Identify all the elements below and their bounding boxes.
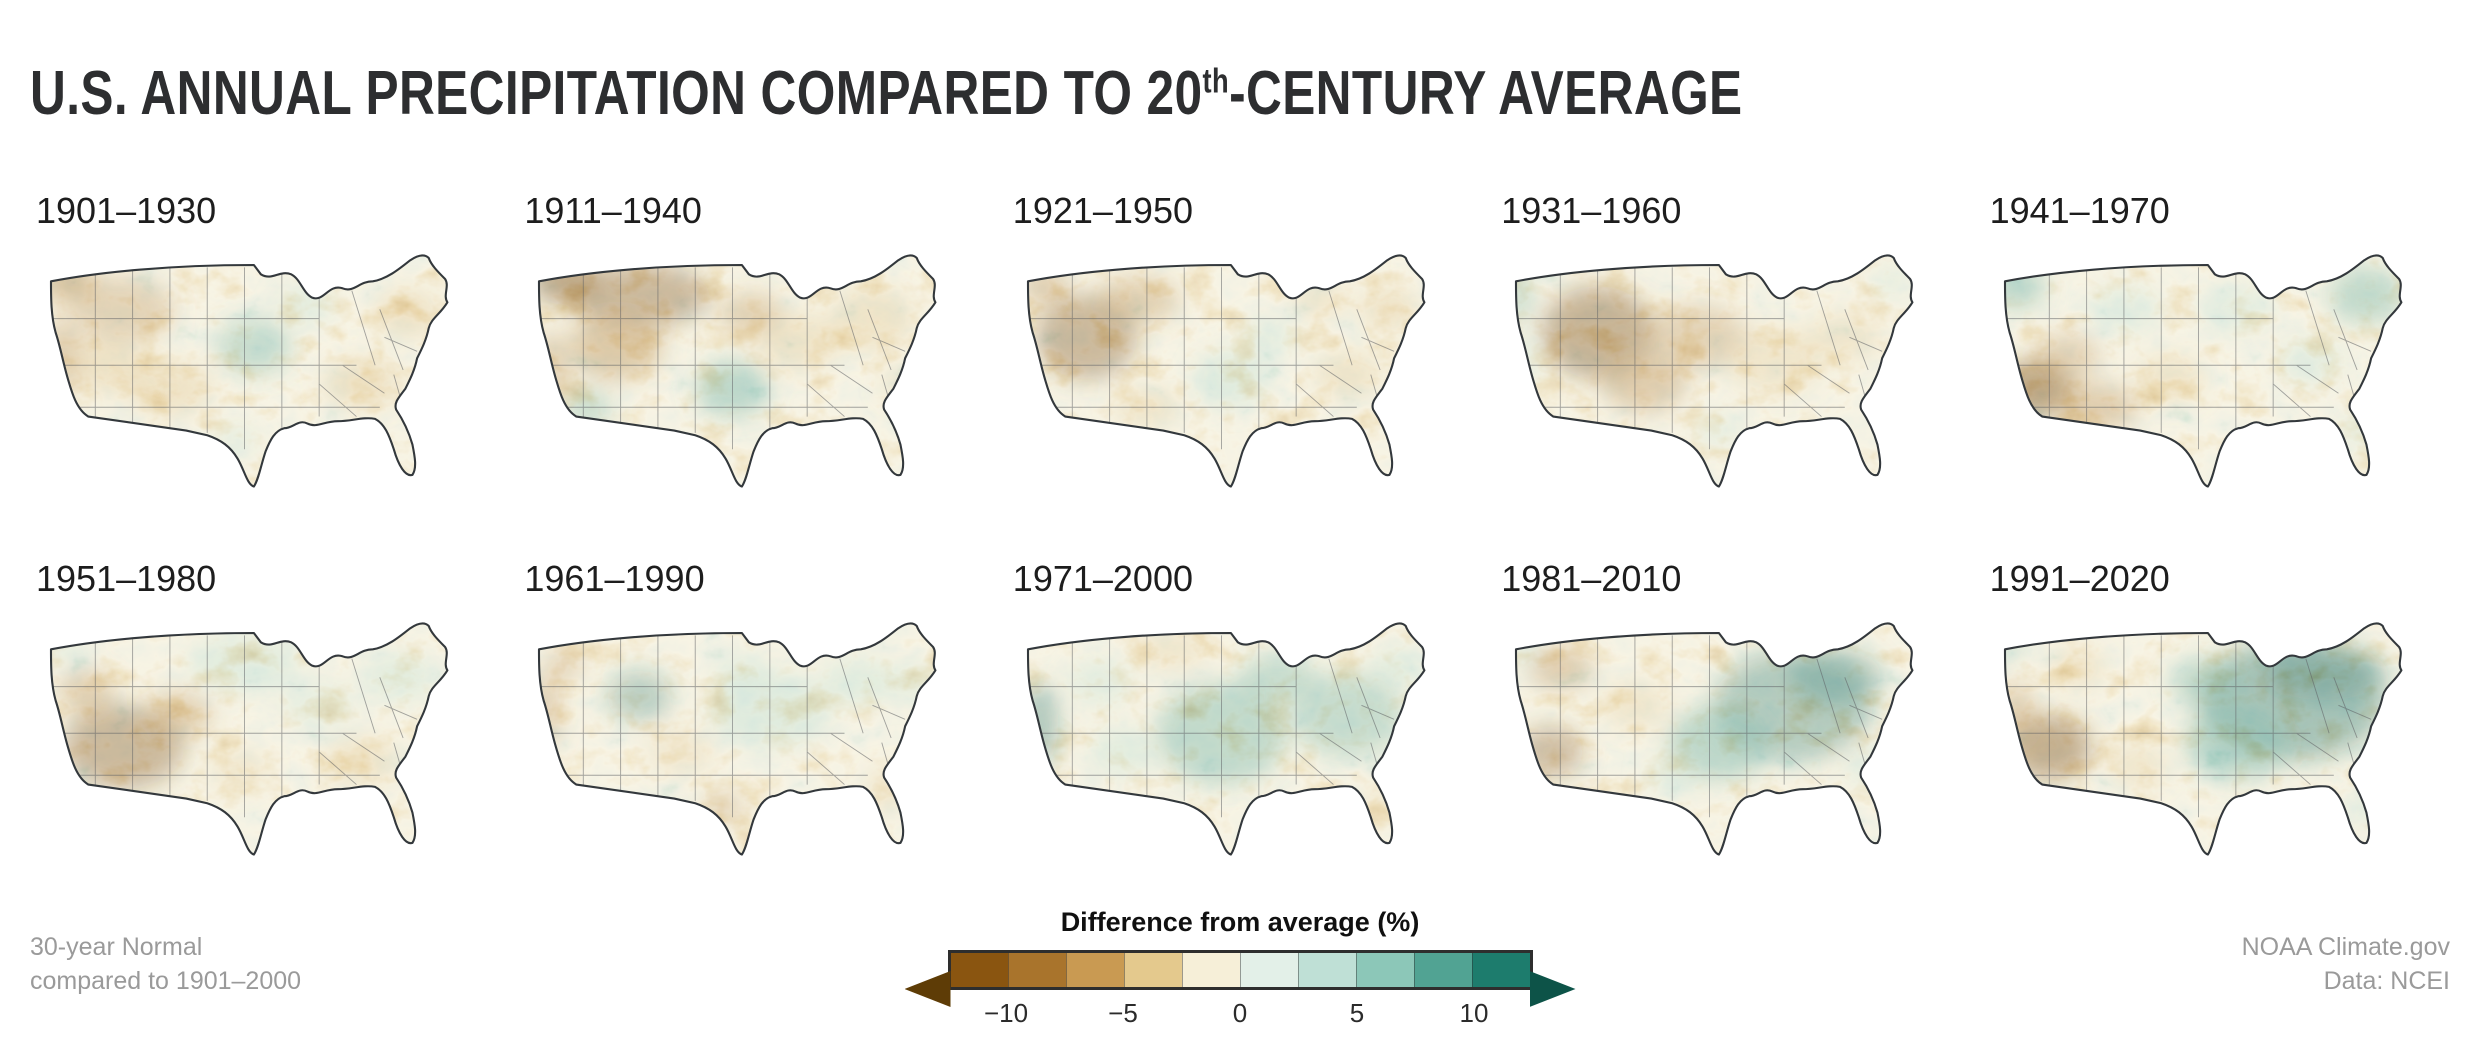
state-boundaries bbox=[2004, 635, 2371, 818]
legend-tick-label: 0 bbox=[1232, 998, 1248, 1028]
map-panel: 1931–1960 bbox=[1495, 186, 1961, 524]
footer: 30-year Normal compared to 1901–2000 Dif… bbox=[0, 897, 2480, 1054]
us-outline bbox=[1515, 254, 1914, 488]
footnote-left-line2: compared to 1901–2000 bbox=[30, 966, 302, 995]
figure-title-prefix: U.S. ANNUAL PRECIPITATION COMPARED TO 20 bbox=[30, 58, 1203, 128]
legend-title: Difference from average (%) bbox=[1060, 907, 1420, 937]
map-panel: 1971–2000 bbox=[1007, 554, 1473, 892]
legend-cell bbox=[1181, 953, 1240, 987]
panel-period-label: 1901–1930 bbox=[36, 190, 217, 232]
legend-tick-label: 5 bbox=[1349, 998, 1365, 1028]
footnote-right-line1: NOAA Climate.gov bbox=[2241, 933, 2450, 961]
panel-period-label: 1971–2000 bbox=[1012, 557, 1193, 599]
footnote-right-line2: Data: NCEI bbox=[2323, 966, 2450, 995]
us-precip-anomaly-map bbox=[538, 622, 937, 856]
legend-cell bbox=[1471, 953, 1530, 987]
legend-cell bbox=[1413, 953, 1472, 987]
us-precip-anomaly-map bbox=[1515, 622, 1914, 856]
panel-period-label: 1981–2010 bbox=[1501, 557, 1682, 599]
us-outline bbox=[2003, 622, 2403, 856]
map-panel: 1951–1980 bbox=[30, 554, 496, 892]
maps-grid: 1901–1930 1911–1940 1921–1950 1931–1960 1941… bbox=[0, 172, 2480, 892]
figure-title: U.S. ANNUAL PRECIPITATION COMPARED TO 20… bbox=[30, 58, 1743, 129]
us-precip-anomaly-map bbox=[2003, 254, 2403, 488]
legend-cell bbox=[1355, 953, 1414, 987]
panel-period-label: 1921–1950 bbox=[1012, 190, 1193, 232]
us-outline bbox=[1026, 622, 1426, 856]
us-precip-anomaly-map bbox=[49, 254, 449, 488]
map-panel: 1991–2020 bbox=[1984, 554, 2450, 892]
state-boundaries bbox=[539, 267, 906, 450]
us-outline bbox=[1515, 622, 1914, 856]
panel-period-label: 1941–1970 bbox=[1989, 190, 2170, 232]
legend: Difference from average (%) −10 −5 0 5 10 bbox=[904, 907, 1576, 1028]
legend-tick-label: 10 bbox=[1459, 998, 1489, 1028]
legend-cell bbox=[1065, 953, 1124, 987]
map-panel: 1941–1970 bbox=[1984, 186, 2450, 524]
legend-cell bbox=[1123, 953, 1182, 987]
us-outline bbox=[1026, 254, 1426, 488]
figure-title-superscript: th bbox=[1202, 61, 1230, 100]
state-boundaries bbox=[1027, 267, 1395, 450]
legend-cell bbox=[1007, 953, 1066, 987]
panel-period-label: 1961–1990 bbox=[524, 557, 705, 599]
legend-tick-label: −5 bbox=[1108, 998, 1138, 1028]
state-boundaries bbox=[50, 267, 418, 450]
state-boundaries bbox=[50, 635, 418, 818]
us-outline bbox=[49, 254, 449, 488]
header: U.S. ANNUAL PRECIPITATION COMPARED TO 20… bbox=[0, 0, 2480, 172]
legend-arrow-wetter bbox=[1529, 971, 1576, 1007]
us-outline bbox=[2003, 254, 2403, 488]
state-boundaries bbox=[1516, 635, 1883, 818]
footnote-left-line1: 30-year Normal bbox=[30, 933, 203, 961]
map-panel: 1921–1950 bbox=[1007, 186, 1473, 524]
legend-bar-wrap: −10 −5 0 5 10 bbox=[947, 950, 1533, 1028]
footnote-left: 30-year Normal compared to 1901–2000 bbox=[30, 907, 905, 999]
footnote-right: NOAA Climate.gov Data: NCEI bbox=[1576, 907, 2450, 999]
state-boundaries bbox=[1027, 635, 1395, 818]
us-precip-anomaly-map bbox=[49, 622, 449, 856]
map-panel: 1961–1990 bbox=[518, 554, 984, 892]
us-outline bbox=[538, 254, 937, 488]
us-precip-anomaly-map bbox=[1026, 622, 1426, 856]
us-outline bbox=[538, 622, 937, 856]
legend-bar-row: −10 −5 0 5 10 bbox=[904, 950, 1576, 1028]
us-precip-anomaly-map bbox=[2003, 622, 2403, 856]
figure-title-suffix: -CENTURY AVERAGE bbox=[1229, 58, 1743, 128]
state-boundaries bbox=[1516, 267, 1883, 450]
legend-arrow-drier bbox=[904, 971, 951, 1007]
legend-cell bbox=[950, 953, 1008, 987]
us-precip-anomaly-map bbox=[1515, 254, 1914, 488]
us-outline bbox=[49, 622, 449, 856]
map-panel: 1911–1940 bbox=[518, 186, 984, 524]
panel-period-label: 1991–2020 bbox=[1989, 557, 2170, 599]
state-boundaries bbox=[2004, 267, 2371, 450]
us-precip-anomaly-map bbox=[1026, 254, 1426, 488]
legend-tick-label: −10 bbox=[983, 998, 1029, 1028]
state-boundaries bbox=[539, 635, 906, 818]
legend-cell bbox=[1239, 953, 1298, 987]
map-panel: 1981–2010 bbox=[1495, 554, 1961, 892]
panel-period-label: 1951–1980 bbox=[36, 557, 217, 599]
map-panel: 1901–1930 bbox=[30, 186, 496, 524]
legend-ticks: −10 −5 0 5 10 bbox=[948, 990, 1533, 1028]
legend-colorbar bbox=[947, 950, 1533, 990]
us-precip-anomaly-map bbox=[538, 254, 937, 488]
panel-period-label: 1931–1960 bbox=[1501, 190, 1682, 232]
legend-cell bbox=[1297, 953, 1356, 987]
panel-period-label: 1911–1940 bbox=[524, 190, 702, 232]
